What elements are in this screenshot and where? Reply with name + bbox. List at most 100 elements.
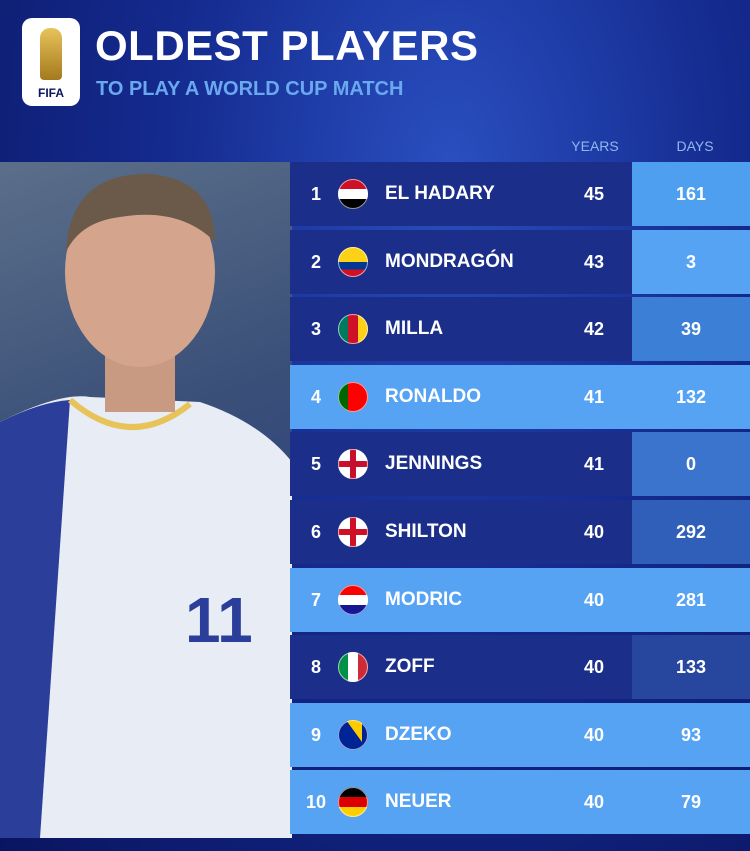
flag-body: [338, 381, 368, 412]
hair: [66, 173, 215, 252]
flag-body: [338, 179, 368, 209]
flag-stripe: [348, 652, 359, 683]
player-name: ZOFF: [385, 656, 435, 678]
title: OLDEST PLAYERS: [95, 22, 479, 69]
row-bg: 7 MODRIC 40: [290, 567, 632, 632]
table-row: 9 DZEKO 40 93: [290, 702, 750, 767]
flag: [338, 584, 368, 615]
rank: 8: [310, 657, 321, 678]
player-name: MODRIC: [385, 588, 463, 610]
days-cell: 161: [632, 162, 750, 226]
flag-body: [338, 652, 368, 683]
player-name: JENNINGS: [385, 453, 483, 475]
subtitle: TO PLAY A WORLD CUP MATCH: [96, 78, 404, 100]
days-cell: 93: [632, 702, 750, 767]
days: 79: [680, 792, 702, 813]
days: 132: [675, 386, 707, 407]
row-bg: 4 RONALDO 41: [290, 364, 632, 429]
flag: [338, 246, 368, 277]
flag: [338, 381, 368, 412]
days: 3: [685, 251, 696, 272]
years: 40: [583, 792, 605, 813]
player-name: RONALDO: [385, 385, 482, 407]
flag-stripe: [358, 314, 368, 345]
rank: 6: [310, 522, 321, 542]
column-header: DAYS: [676, 138, 714, 154]
player-illustration: 11: [0, 173, 292, 838]
flag-body: [338, 584, 368, 615]
sleeve: [0, 400, 70, 838]
flag-part: [338, 246, 368, 277]
logo-text: FIFA: [38, 86, 64, 100]
column-header: YEARS: [571, 138, 619, 154]
rank: 4: [310, 386, 321, 407]
player-name: NEUER: [385, 791, 452, 813]
days: 161: [675, 184, 707, 204]
flag-body: [338, 787, 368, 818]
flag-stripe: [338, 529, 368, 535]
years: 40: [583, 657, 605, 678]
row-bg: 1 EL HADARY 45: [290, 162, 632, 226]
flag: [338, 719, 368, 750]
rank: 1: [310, 184, 321, 204]
flag-part: [338, 314, 368, 345]
flag-stripe: [338, 584, 368, 596]
rank: 5: [310, 454, 321, 475]
rank: 9: [310, 724, 321, 745]
table-row: 2 MONDRAGÓN 43 3: [290, 229, 750, 294]
days: 133: [675, 657, 707, 678]
player-name: SHILTON: [385, 521, 467, 542]
years: 41: [583, 454, 605, 475]
flag-part: [338, 449, 368, 480]
table-row: 8 ZOFF 40 133: [290, 635, 750, 700]
table-row: 7 MODRIC 40 281: [290, 567, 750, 632]
flag-part: [338, 652, 368, 683]
flag-stripe: [338, 199, 368, 209]
days: 93: [680, 724, 702, 745]
rank: 2: [310, 251, 321, 272]
shirt: [0, 396, 292, 838]
table-row: 4 RONALDO 41 132: [290, 364, 750, 429]
flag: [338, 787, 368, 818]
flag: [338, 314, 368, 345]
years: 41: [583, 386, 605, 407]
table-row: 1 EL HADARY 45 161: [290, 162, 750, 226]
years: 40: [583, 522, 605, 542]
flag-part: [338, 179, 368, 209]
flag-stripe: [338, 254, 368, 263]
days: 281: [675, 589, 707, 610]
flag-stripe: [338, 797, 368, 808]
flag-triangle: [346, 719, 362, 742]
flag-part: [338, 517, 368, 547]
days-cell: 3: [632, 229, 750, 294]
table-row: 6 SHILTON 40 292: [290, 500, 750, 564]
flag: [338, 517, 368, 547]
days-cell: 281: [632, 567, 750, 632]
flag-body: [338, 314, 368, 345]
head: [65, 177, 215, 367]
flag-stripe: [338, 652, 349, 683]
flag-stripe: [338, 314, 349, 345]
days: 39: [680, 319, 702, 340]
flag-stripe: [338, 246, 368, 255]
days-cell: 0: [632, 432, 750, 497]
flag-part: [338, 787, 368, 818]
days-cell: 39: [632, 297, 750, 362]
rank: 7: [310, 589, 321, 610]
collar: [68, 397, 192, 431]
days: 292: [675, 522, 707, 542]
player-name: MILLA: [385, 318, 444, 340]
years: 43: [583, 251, 605, 272]
player-name: EL HADARY: [385, 183, 495, 204]
days-cell: 132: [632, 364, 750, 429]
trophy-icon: [40, 28, 62, 80]
flag-stripe: [348, 381, 359, 412]
table-row: 3 MILLA 42 39: [290, 297, 750, 362]
flag-stripe: [338, 807, 368, 818]
years: 45: [583, 184, 605, 204]
flag-stripe: [338, 787, 368, 798]
days: 0: [685, 454, 696, 475]
days-cell: 133: [632, 635, 750, 700]
flag-body: [338, 246, 368, 277]
